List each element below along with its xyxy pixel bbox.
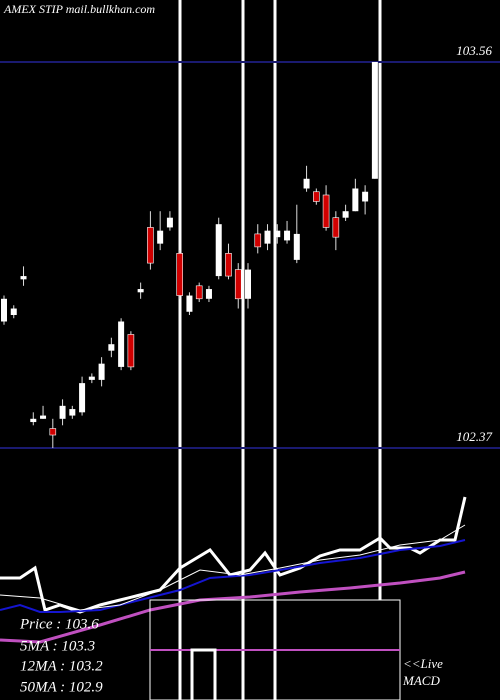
candle-body (88, 376, 95, 380)
y-tick-label: 102.37 (456, 429, 492, 444)
candle-body (332, 217, 340, 238)
candle-body (1, 298, 7, 322)
candle-body (264, 230, 271, 244)
candle-body (10, 308, 17, 316)
y-tick-label: 103.56 (456, 43, 492, 58)
candle-body (234, 269, 242, 300)
candle-body (195, 285, 203, 300)
candle-body (254, 233, 262, 248)
candle-body (313, 191, 320, 202)
legend-text: Price : 103.6 (19, 616, 99, 632)
candle-body (30, 418, 37, 423)
candle-body (322, 194, 330, 228)
candle-body (127, 334, 135, 368)
candle-body (20, 276, 27, 280)
candle-body (147, 227, 154, 264)
candle-body (225, 253, 232, 277)
candle-body (176, 253, 183, 296)
indicator-line (0, 539, 466, 613)
macd-panel (149, 599, 401, 700)
macd-bar (190, 648, 217, 700)
candle-body (59, 405, 66, 419)
indicator-line (0, 570, 466, 644)
candle-body (245, 269, 251, 299)
legend-text: 5MA : 103.3 (20, 638, 95, 654)
candle-body (215, 224, 222, 277)
candle-body (342, 211, 349, 218)
candle-body (274, 230, 281, 238)
macd-label: <<Live (403, 656, 443, 671)
candle-body (69, 409, 76, 416)
macd-label: MACD (402, 673, 440, 688)
indicator-line (0, 524, 466, 611)
candle-body (293, 233, 300, 260)
candle-body (79, 383, 86, 413)
candle-body (303, 178, 310, 189)
markers (178, 0, 382, 700)
candle-body (108, 344, 115, 351)
legend-text: 12MA : 103.2 (20, 658, 103, 674)
candle-body (118, 321, 125, 367)
candle-body (371, 62, 378, 179)
chart-title: AMEX STIP mail.bullkhan.com (3, 2, 155, 16)
candle-body (166, 217, 173, 228)
candle-body (40, 415, 47, 419)
candle-body (157, 230, 164, 244)
candle-body (205, 289, 212, 299)
candle-body (49, 428, 57, 436)
candle-body (352, 188, 359, 212)
candle-body (284, 230, 291, 241)
candle-body (98, 363, 105, 380)
legend-text: 50MA : 102.9 (20, 679, 103, 695)
candle-body (186, 295, 193, 312)
candle-body (137, 289, 144, 293)
indicator-line (0, 496, 467, 614)
candle-body (362, 191, 369, 202)
